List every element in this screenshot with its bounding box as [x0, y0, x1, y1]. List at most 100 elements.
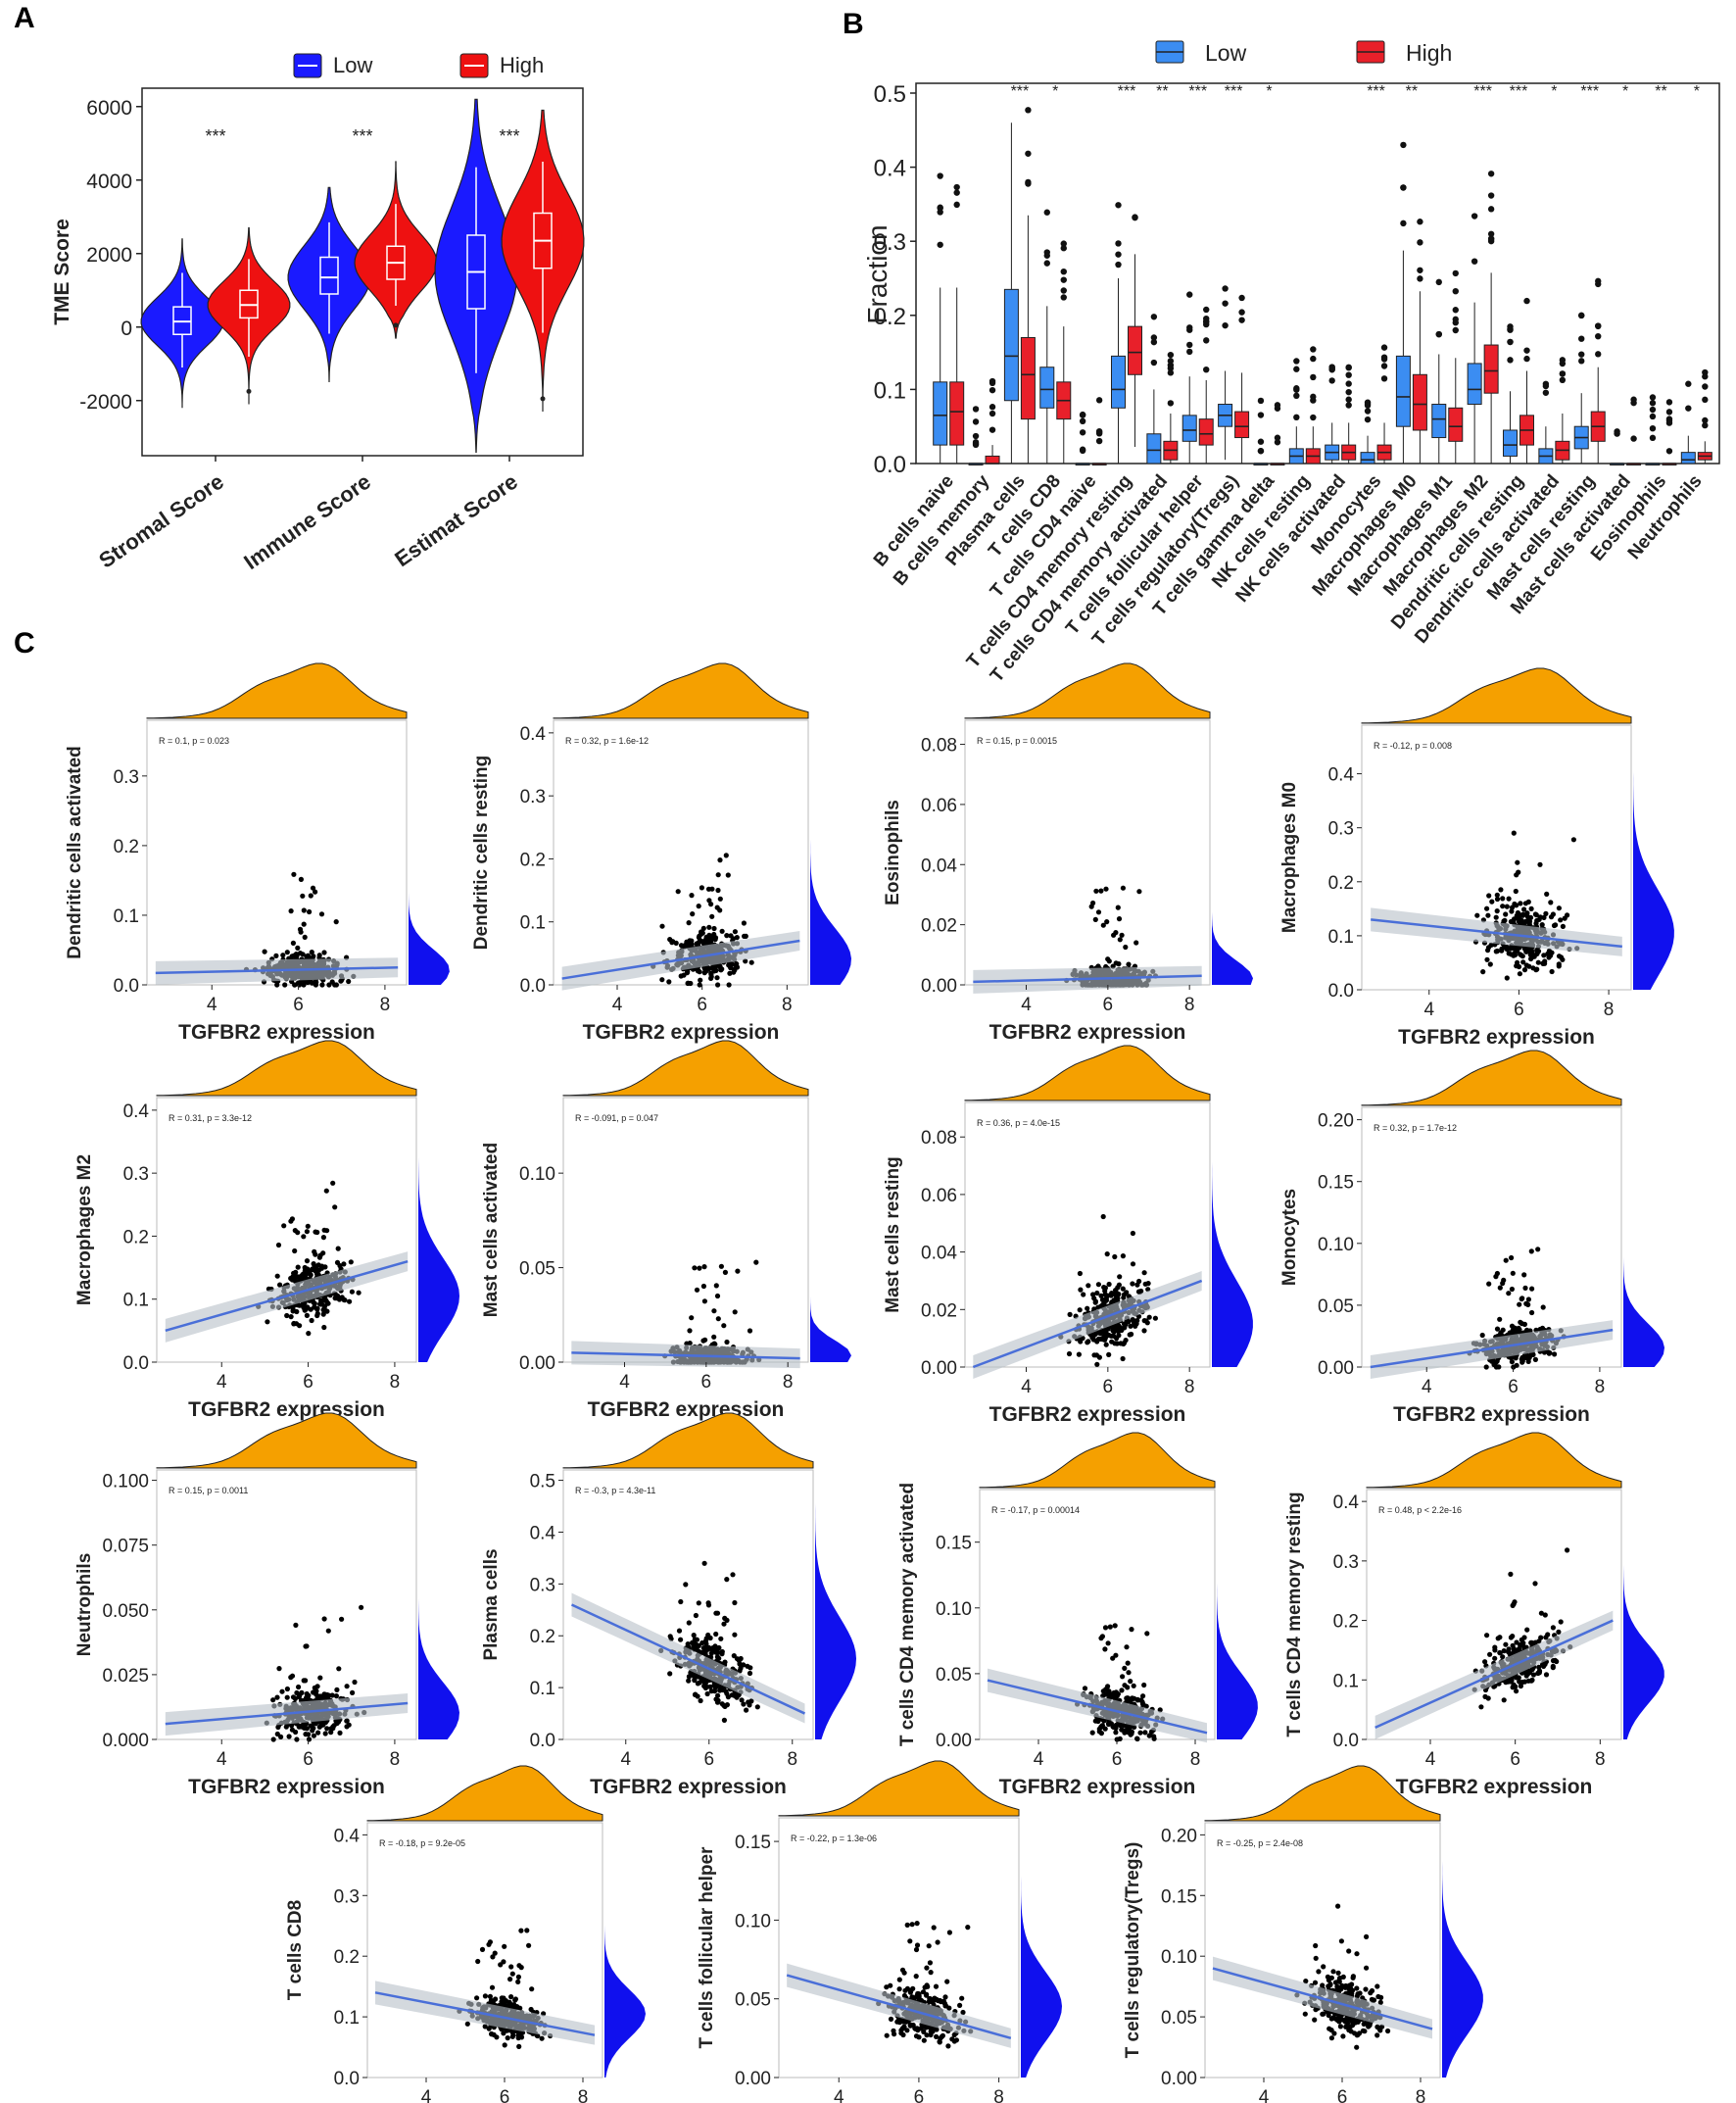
data-point — [707, 1684, 713, 1689]
data-point — [901, 2024, 907, 2030]
regression-line — [571, 1351, 800, 1360]
data-point — [1151, 1734, 1157, 1739]
data-point — [329, 979, 335, 985]
outlier-point — [1167, 400, 1175, 407]
data-point — [479, 1946, 486, 1952]
x-axis-title: TGFBR2 expression — [999, 1776, 1196, 1798]
y-tick-label: 0.10 — [1318, 1235, 1354, 1255]
y-tick-label: 0.0 — [123, 1353, 149, 1374]
correlation-stat: R = -0.091, p = 0.047 — [575, 1113, 658, 1123]
data-point — [297, 1302, 303, 1308]
data-point — [1538, 1610, 1544, 1616]
x-density — [1361, 1050, 1622, 1106]
data-point — [292, 1228, 298, 1234]
outlier-point — [1685, 380, 1692, 387]
data-point — [689, 893, 695, 899]
data-point — [684, 941, 690, 948]
data-point — [884, 1984, 890, 1990]
data-point — [486, 2026, 492, 2031]
x-tick-label: Estimat Score — [390, 469, 522, 572]
data-point — [937, 2039, 942, 2045]
data-point — [1512, 1325, 1518, 1331]
data-point — [1115, 905, 1121, 910]
data-point — [1517, 1301, 1522, 1307]
data-point — [1506, 896, 1512, 902]
data-point — [312, 1248, 317, 1254]
scatter-plot: R = 0.32, p = 1.6e-120.00.10.20.30.44 6 8T… — [471, 662, 851, 1044]
y-density — [604, 1823, 646, 2078]
data-point — [1104, 1251, 1110, 1257]
correlation-stat: R = 0.32, p = 1.6e-12 — [565, 736, 649, 746]
data-point — [1108, 1694, 1114, 1700]
data-point — [1093, 888, 1099, 894]
x-tick-label: 4 — [1034, 1749, 1044, 1770]
outlier-point — [953, 189, 960, 196]
data-point — [922, 1984, 928, 1990]
data-point — [1095, 1304, 1101, 1310]
data-point — [1094, 1290, 1100, 1296]
data-point — [313, 1688, 319, 1694]
outlier-point — [1345, 396, 1352, 403]
x-tick-label: 6 — [1514, 1000, 1524, 1020]
outlier-point — [1471, 258, 1478, 265]
data-point — [718, 1263, 725, 1269]
data-point — [1497, 1635, 1503, 1640]
x-density — [146, 662, 408, 719]
data-point — [1122, 1665, 1128, 1671]
outlier-point — [1487, 171, 1495, 177]
significance-mark: *** — [1473, 83, 1492, 100]
outlier-point — [1310, 373, 1317, 381]
data-point — [291, 1321, 297, 1327]
data-point — [951, 2038, 957, 2044]
outlier-point — [246, 388, 252, 394]
data-point — [1482, 1693, 1488, 1699]
outlier-point — [972, 432, 980, 440]
data-point — [518, 1928, 524, 1933]
data-point — [1104, 919, 1110, 925]
outlier-point — [1257, 397, 1265, 405]
data-point — [290, 940, 296, 947]
data-point — [1141, 1328, 1147, 1334]
correlation-stat: R = 0.31, p = 3.3e-12 — [169, 1113, 252, 1123]
x-tick-label: 4 — [217, 1372, 227, 1393]
y-axis-title: T cells CD4 memory resting — [1284, 1492, 1305, 1736]
x-tick-label: 4 — [1021, 995, 1032, 1015]
data-point — [719, 928, 725, 934]
outlier-point — [1060, 276, 1067, 283]
data-point — [944, 1979, 950, 1984]
data-point — [1122, 1683, 1128, 1688]
correlation-stat: R = 0.32, p = 1.7e-12 — [1374, 1123, 1457, 1133]
regression-line — [786, 1974, 1012, 2040]
data-point — [342, 1297, 348, 1303]
data-point — [724, 933, 730, 939]
data-point — [1131, 1683, 1136, 1688]
data-point — [294, 1689, 300, 1696]
data-point — [701, 1298, 708, 1304]
data-point — [1537, 861, 1543, 867]
x-density — [366, 1765, 603, 1822]
legend-label-high: High — [1406, 40, 1452, 66]
x-tick-label: 4 — [207, 995, 217, 1015]
data-point — [702, 1638, 709, 1644]
y-tick-label: 4000 — [86, 171, 132, 193]
data-point — [1494, 1326, 1501, 1332]
outlier-point — [1559, 370, 1567, 377]
outlier-point — [1400, 184, 1407, 191]
y-tick-label: 0.05 — [735, 1990, 771, 2011]
outlier-point — [1345, 371, 1352, 378]
data-point — [1504, 904, 1510, 909]
data-point — [1067, 1311, 1073, 1317]
significance-mark: *** — [1510, 83, 1528, 100]
data-point — [314, 1695, 320, 1701]
data-point — [1487, 961, 1493, 967]
scatter-plot: R = 0.15, p = 0.00110.0000.0250.0500.075… — [74, 1412, 459, 1798]
correlation-stat: R = 0.15, p = 0.0015 — [977, 736, 1057, 746]
data-point — [719, 1648, 725, 1655]
x-tick-label: 8 — [1595, 1749, 1606, 1770]
data-point — [1562, 915, 1567, 921]
data-point — [501, 2030, 506, 2036]
data-point — [728, 933, 734, 939]
y-tick-label: 0.10 — [519, 1164, 555, 1185]
x-tick-label: 6 — [1103, 995, 1114, 1015]
x-axis-title: TGFBR2 expression — [1396, 1776, 1593, 1798]
